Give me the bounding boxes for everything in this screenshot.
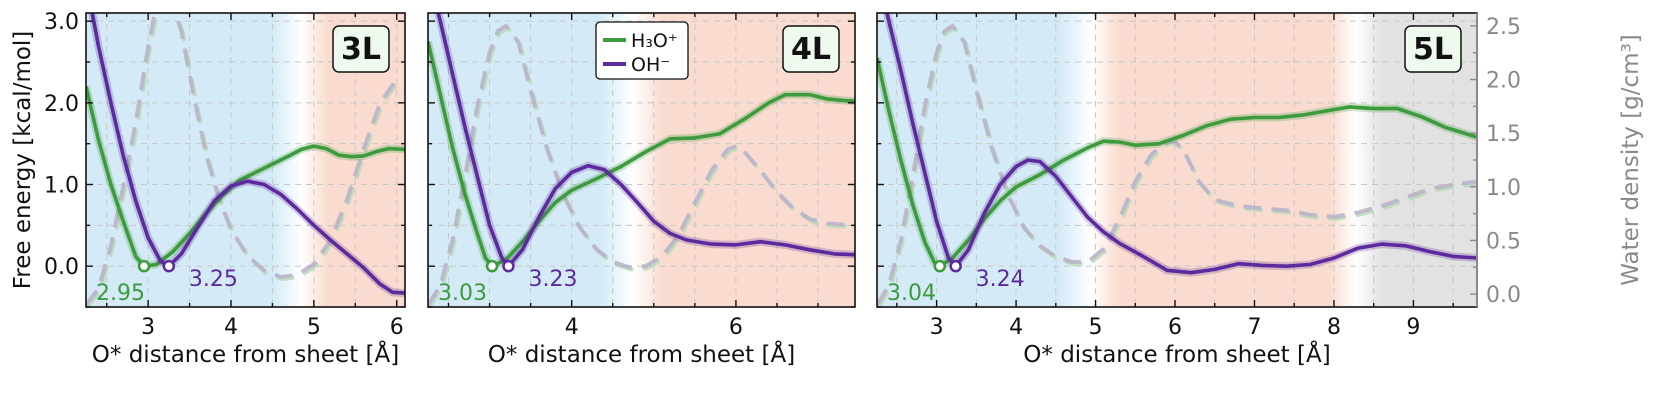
x-tick-label: 6 (1168, 315, 1182, 340)
density-oh-line (877, 23, 1477, 306)
density-h3o-line (877, 25, 1477, 307)
region-bands (877, 13, 1477, 307)
y-tick-label: 3.0 (44, 10, 79, 35)
h3o-min-label: 3.04 (887, 281, 936, 306)
h3o-line (428, 41, 855, 269)
x-tick-label: 5 (1089, 315, 1103, 340)
panel-tag-box (782, 25, 840, 73)
oh-min-label: 3.24 (976, 267, 1025, 292)
plot-frame (85, 12, 406, 308)
x-axis-label: O* distance from sheet [Å] (92, 340, 399, 368)
oh-line (885, 13, 1477, 275)
oh-min-marker (502, 259, 515, 273)
x-tick-label: 4 (1009, 315, 1023, 340)
h3o-min-label: 2.95 (96, 281, 145, 306)
right-tick-label: 1.5 (1486, 122, 1521, 147)
y-tick-label: 1.0 (44, 174, 79, 199)
right-tick-label: 0.0 (1486, 283, 1521, 308)
band-blue (86, 13, 273, 307)
oh-min-label: 3.23 (528, 267, 577, 292)
panel-tag: 4L (791, 32, 831, 67)
band-orange-gray-fade (1329, 13, 1383, 307)
x-tick-label: 3 (141, 315, 155, 340)
x-tick-label: 6 (729, 315, 743, 340)
legend-oh-label: OH⁻ (631, 54, 670, 76)
x-tick-label: 6 (390, 315, 404, 340)
oh-min-label: 3.25 (189, 267, 238, 292)
oh-min-marker (949, 259, 962, 273)
x-tick-label: 4 (565, 315, 579, 340)
right-axis-label: Water density [g/cm³] (1618, 34, 1644, 286)
h3o-min-label: 3.03 (438, 281, 487, 306)
y-tick-label: 2.0 (44, 92, 79, 117)
right-tick-label: 0.5 (1486, 229, 1521, 254)
x-tick-label: 7 (1247, 315, 1261, 340)
x-tick-label: 5 (307, 315, 321, 340)
panel-tag-box (1404, 25, 1462, 73)
h3o-min-marker (137, 259, 151, 273)
legend-h3o-label: H₃O⁺ (631, 30, 678, 52)
panel-tag: 3L (341, 32, 381, 67)
oh-line (90, 13, 405, 295)
right-tick-label: 2.5 (1486, 15, 1521, 40)
right-tick-label: 2.0 (1486, 69, 1521, 94)
panel-tag-box (332, 25, 390, 73)
x-tick-label: 4 (224, 315, 238, 340)
legend: H₃O⁺OH⁻ (595, 21, 689, 80)
x-axis-label: O* distance from sheet [Å] (488, 340, 795, 368)
x-tick-label: 3 (930, 315, 944, 340)
panel-tag: 5L (1413, 32, 1453, 67)
x-tick-label: 8 (1327, 315, 1341, 340)
oh-min-marker (162, 259, 176, 273)
panel-3l: 2.95 3.25 3 4 5 6 3L (85, 12, 406, 340)
x-axis-label: O* distance from sheet [Å] (1023, 340, 1330, 368)
y-axis-label: Free energy [kcal/mol] (10, 31, 36, 290)
plot-frame (427, 12, 856, 308)
panel-5l: 3.04 3.24 3 4 5 6 7 8 9 5L (876, 12, 1478, 340)
oh-line (436, 13, 855, 269)
right-tick-label: 1.0 (1486, 176, 1521, 201)
y-tick-label: 0.0 (44, 255, 79, 280)
density-oh-line (428, 23, 855, 306)
h3o-line (86, 86, 405, 269)
x-tick-label: 9 (1406, 315, 1420, 340)
h3o-min-marker (485, 259, 499, 273)
h3o-min-marker (933, 259, 947, 273)
